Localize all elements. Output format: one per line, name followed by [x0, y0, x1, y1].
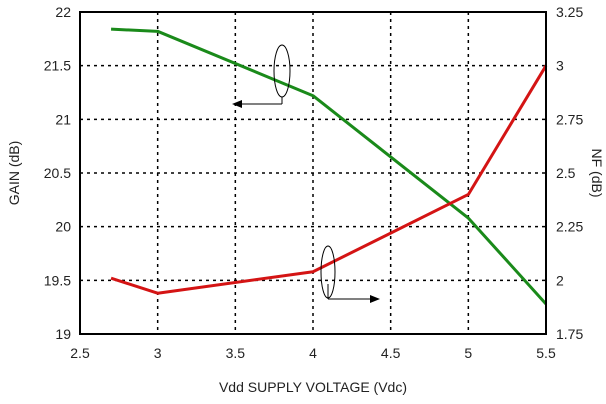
plot-frame	[79, 11, 547, 335]
series-layer	[110, 27, 548, 305]
y-axis-left-title: GAIN (dB)	[6, 141, 22, 206]
gain-series-line	[110, 27, 548, 305]
y-right-tick-label: 2.25	[556, 219, 583, 235]
y-right-tick-label: 3.25	[556, 4, 583, 20]
y-right-tick-label: 1.75	[556, 326, 583, 342]
x-axis-title: Vdd SUPPLY VOLTAGE (Vdc)	[219, 379, 407, 395]
x-tick-label: 5	[464, 345, 472, 361]
x-tick-label: 3.5	[226, 345, 246, 361]
annotations	[232, 44, 380, 303]
y-left-tick-label: 20	[55, 219, 71, 235]
gain-callout-arrowhead	[232, 100, 242, 108]
y-left-tick-label: 19.5	[44, 272, 71, 288]
x-tick-label: 5.5	[536, 345, 556, 361]
x-tick-label: 4.5	[381, 345, 401, 361]
y-left-tick-label: 19	[55, 326, 71, 342]
x-tick-label: 3	[154, 345, 162, 361]
y-left-tick-label: 20.5	[44, 165, 71, 181]
tick-labels: 2.5 3 3.5 4 4.5 5 5.5 19 19.5 20 20.5 21 21.5 22 1.75 2…	[44, 4, 584, 361]
x-tick-label: 4	[309, 345, 317, 361]
nf-callout-arrowhead	[370, 295, 380, 303]
y-left-tick-label: 22	[55, 4, 71, 20]
nf-series-line	[110, 64, 548, 295]
y-axis-right-title: NF (dB)	[589, 149, 605, 198]
y-right-tick-label: 2	[556, 272, 564, 288]
y-left-tick-label: 21	[55, 111, 71, 127]
x-tick-label: 2.5	[70, 345, 90, 361]
grid-lines	[80, 12, 546, 334]
y-right-tick-label: 3	[556, 58, 564, 74]
y-right-tick-label: 2.75	[556, 111, 583, 127]
y-left-tick-label: 21.5	[44, 58, 71, 74]
y-right-tick-label: 2.5	[556, 165, 576, 181]
